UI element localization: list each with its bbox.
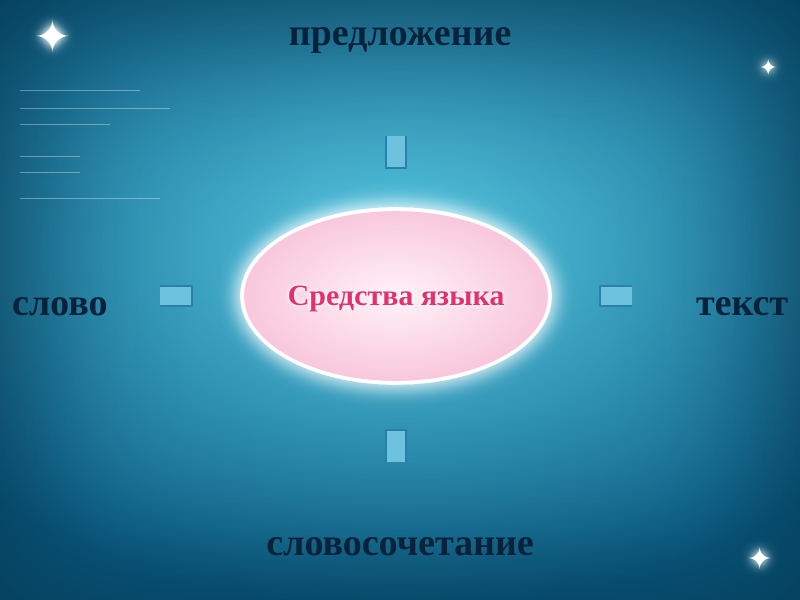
arrow-right (568, 264, 632, 333)
sparkle-icon: ✦ (759, 57, 777, 79)
center-ellipse-text: Средства языка (288, 279, 505, 313)
label-right: текст (696, 281, 788, 325)
arrow-up-icon (364, 136, 428, 200)
center-ellipse: Средства языка (240, 207, 552, 385)
arrow-down-icon (364, 398, 428, 462)
arrow-up (364, 136, 428, 205)
slide-stage: ✦✦✦ Средства языка предложение слово тек… (0, 0, 800, 600)
arrow-right-icon (568, 264, 632, 328)
label-top: предложение (0, 11, 800, 55)
label-left: слово (12, 281, 108, 325)
arrow-down (364, 398, 428, 467)
arrow-left (160, 264, 224, 333)
arrow-left-icon (160, 264, 224, 328)
label-bottom: словосочетание (0, 521, 800, 565)
